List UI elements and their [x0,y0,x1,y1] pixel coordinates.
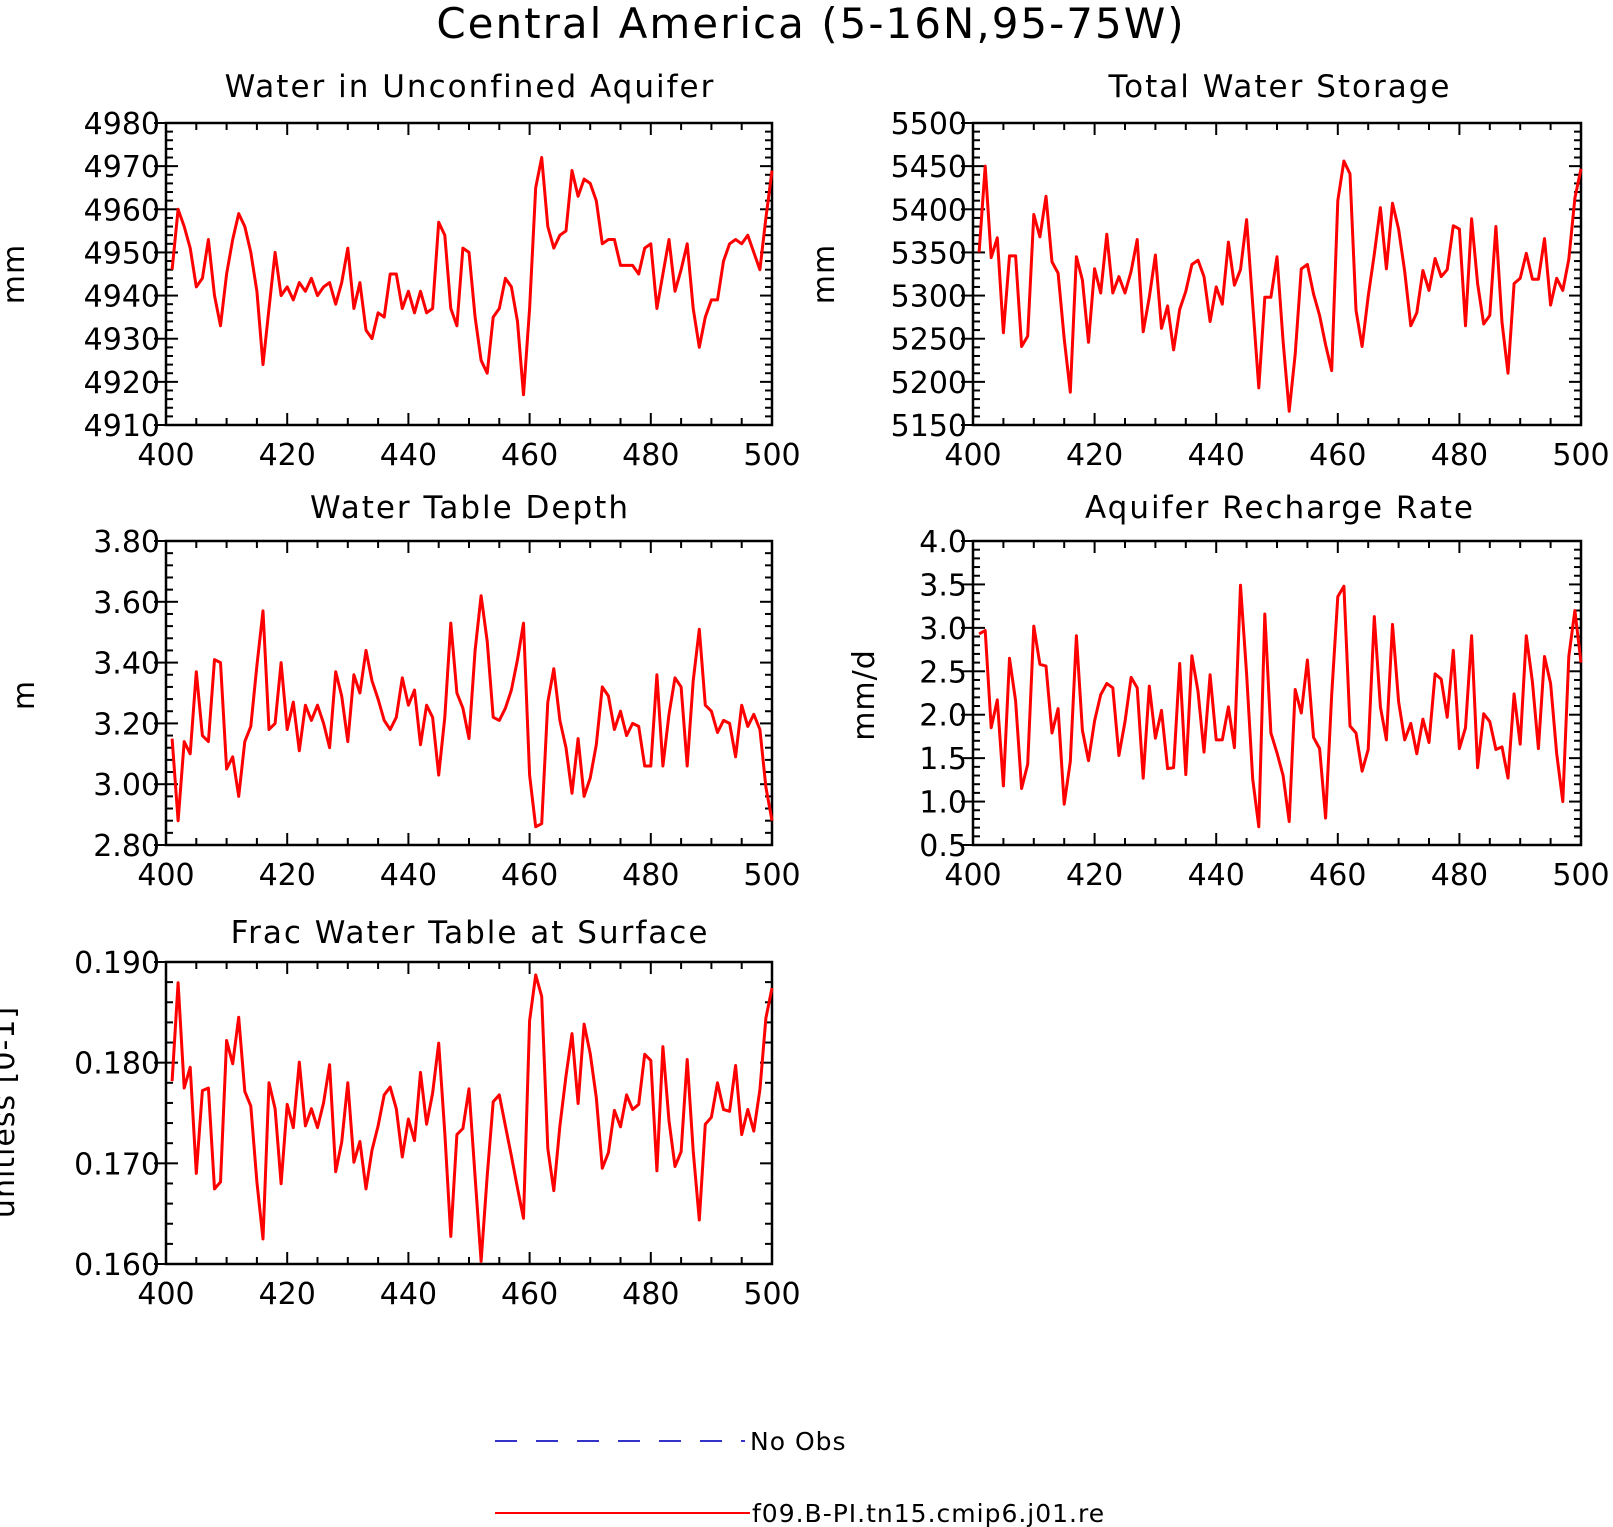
y-tick-label: 0.170 [74,1147,160,1182]
x-tick-label: 500 [743,438,800,473]
y-tick-label: 2.80 [93,829,160,864]
y-tick-label: 2.0 [919,699,967,734]
x-tick-label: 460 [501,438,558,473]
y-axis-label: mm [0,244,32,304]
x-tick-label: 460 [1309,858,1366,893]
y-axis-label: unitless [0-1] [0,1006,22,1218]
y-tick-label: 4970 [84,150,160,185]
panel-water-table-depth: Water Table Depth m 400 420 440 460 480 500 2.… [7,490,801,893]
series-line [977,159,1583,413]
y-axis-label: mm/d [847,649,882,741]
legend-label-no-obs: No Obs [750,1427,847,1456]
y-axis-label: mm [807,244,842,304]
series-line [978,583,1583,829]
y-tick-label: 5450 [891,150,967,185]
y-tick-label: 3.20 [93,707,160,742]
y-tick-label: 2.5 [919,655,967,690]
y-tick-label: 3.40 [93,647,160,682]
x-tick-label: 440 [380,1277,437,1312]
panel-title: Aquifer Recharge Rate [1085,490,1475,526]
legend: No Obs f09.B-PI.tn15.cmip6.j01.re [495,1427,1105,1527]
panel-title: Frac Water Table at Surface [231,915,710,951]
y-tick-label: 3.0 [919,612,967,647]
figure-title: Central America (5-16N,95-75W) [436,0,1185,48]
x-tick-label: 420 [259,438,316,473]
x-tick-label: 400 [137,1277,194,1312]
x-tick-label: 480 [1431,438,1488,473]
y-tick-label: 4.0 [919,525,967,560]
x-tick-label: 500 [743,858,800,893]
x-tick-label: 460 [501,1277,558,1312]
x-tick-label: 400 [944,438,1001,473]
panel-total-water-storage: Total Water Storage mm 400 420 440 460 480 50… [807,69,1610,473]
y-tick-label: 3.5 [919,568,967,603]
x-tick-label: 500 [1552,438,1609,473]
panel-frac-water-table-at-surface: Frac Water Table at Surface unitless [0-… [0,915,801,1312]
y-tick-label: 0.5 [919,829,967,864]
x-tick-label: 480 [622,438,679,473]
panel-water-in-unconfined-aquifer: Water in Unconfined Aquifer mm 400 420 440… [0,69,801,473]
panel-aquifer-recharge-rate: Aquifer Recharge Rate mm/d 400 420 440 460 4… [847,490,1610,893]
x-tick-label: 480 [622,1277,679,1312]
y-tick-label: 1.5 [919,742,967,777]
y-tick-label: 5250 [891,323,967,358]
y-tick-label: 4960 [84,193,160,228]
y-tick-label: 4930 [84,323,160,358]
x-tick-label: 400 [944,858,1001,893]
y-tick-label: 4920 [84,366,160,401]
x-tick-label: 420 [1066,438,1123,473]
x-tick-label: 480 [1431,858,1488,893]
y-tick-label: 0.160 [74,1248,160,1283]
x-tick-label: 440 [1188,438,1245,473]
x-tick-label: 500 [1552,858,1609,893]
x-tick-label: 400 [137,438,194,473]
y-tick-label: 3.00 [93,768,160,803]
plot-area: 400 420 440 460 480 500 0.160 0.170 0.180 0.190 [74,946,801,1312]
series-line [170,973,774,1263]
legend-label-model: f09.B-PI.tn15.cmip6.j01.re [752,1499,1105,1527]
panel-title: Water Table Depth [310,490,630,526]
y-tick-label: 4910 [84,409,160,444]
series-line [170,594,774,829]
plot-frame [164,960,774,1266]
y-tick-label: 4940 [84,280,160,315]
y-tick-label: 5200 [891,366,967,401]
y-axis-label: m [7,680,42,710]
y-tick-label: 0.180 [74,1047,160,1082]
x-tick-label: 420 [259,1277,316,1312]
y-tick-label: 5300 [891,280,967,315]
y-tick-label: 5150 [891,409,967,444]
y-tick-label: 5500 [891,107,967,142]
series-line [170,156,774,397]
x-tick-label: 400 [137,858,194,893]
plot-area: 400 420 440 460 480 500 2.80 3.00 3.20 3.40 3.60 3.… [93,525,800,893]
y-tick-label: 3.60 [93,586,160,621]
x-tick-label: 440 [1188,858,1245,893]
y-tick-label: 4980 [84,107,160,142]
x-tick-label: 440 [380,438,437,473]
x-tick-label: 420 [1066,858,1123,893]
y-tick-label: 3.80 [93,525,160,560]
x-tick-label: 460 [1309,438,1366,473]
y-tick-label: 1.0 [919,786,967,821]
y-tick-label: 0.190 [74,946,160,981]
x-tick-label: 480 [622,858,679,893]
panel-title: Water in Unconfined Aquifer [225,69,716,105]
x-tick-label: 420 [259,858,316,893]
x-tick-label: 500 [743,1277,800,1312]
panel-title: Total Water Storage [1107,69,1451,105]
plot-area: 400 420 440 460 480 500 4910 4920 4930 4940 4950 49… [84,107,801,473]
y-tick-label: 5400 [891,193,967,228]
x-tick-label: 440 [380,858,437,893]
y-tick-label: 4950 [84,236,160,271]
y-tick-label: 5350 [891,236,967,271]
plot-area: 400 420 440 460 480 500 5150 5200 5250 5300 5350 54… [891,107,1610,473]
plot-area: 400 420 440 460 480 500 0.5 1.0 1.5 2.0 2.5 3.0 3.5 4… [919,525,1609,893]
x-tick-label: 460 [501,858,558,893]
